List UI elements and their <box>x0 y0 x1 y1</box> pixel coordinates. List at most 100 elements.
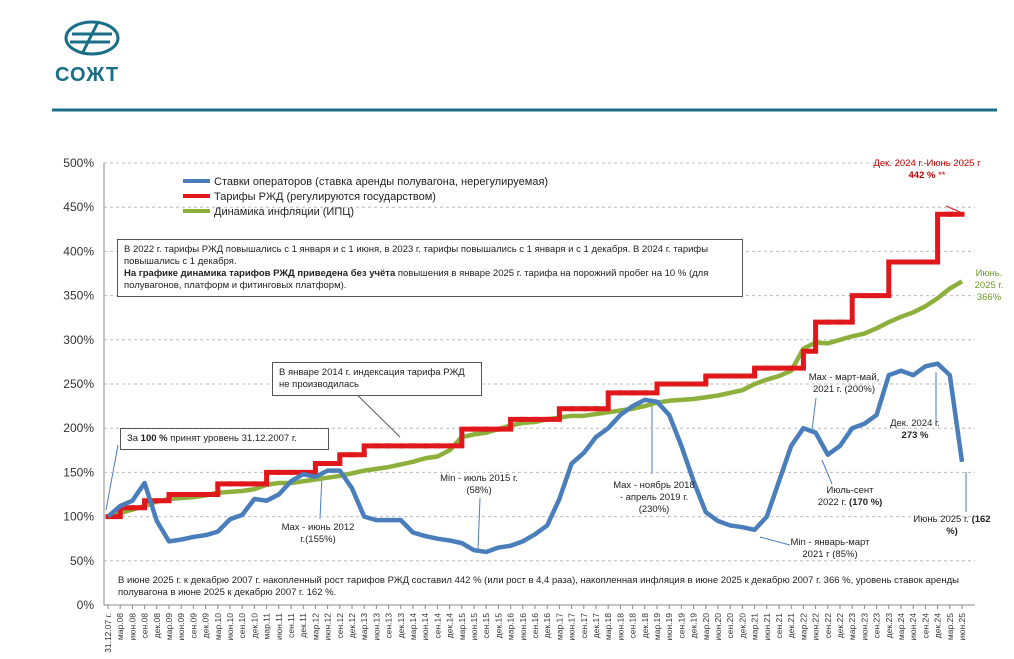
x-tick-label: сен.19 <box>676 613 686 639</box>
annotation: Июль-сент 2022 г. (170 %) <box>816 485 884 509</box>
x-tick-label: дек.14 <box>445 613 455 638</box>
annotation-text: Max - март-май, 2021 г. (200%) <box>808 372 880 395</box>
annotation-text: Июнь. 2025 г. 366% <box>974 268 1004 303</box>
x-tick-label: дек.16 <box>542 613 552 638</box>
x-tick-label: мар.12 <box>310 613 320 640</box>
annotation-text: (170 %) <box>849 497 883 508</box>
x-tick-label: июн.23 <box>859 613 869 641</box>
x-tick-label: дек.12 <box>347 613 357 638</box>
x-tick-label: сен.20 <box>725 613 735 639</box>
annotation-text: Июль-сент 2022 г. <box>817 485 874 508</box>
annotation: Min - июль 2015 г. (58%) <box>437 473 521 497</box>
x-tick-label: июн.19 <box>664 613 674 641</box>
annotation-text: (162 %) <box>946 514 991 537</box>
x-tick-label: июн.11 <box>274 613 284 640</box>
annotation-text: В июне 2025 г. к декабрю 2007 г. накопле… <box>118 575 959 598</box>
x-tick-label: сен.08 <box>140 613 150 639</box>
x-tick-label: сен.12 <box>335 613 345 639</box>
annotation-text: В 2022 г. тарифы РЖД повышались с 1 янва… <box>124 244 709 267</box>
annotation: В 2022 г. тарифы РЖД повышались с 1 янва… <box>117 239 743 297</box>
x-tick-label: дек.13 <box>396 613 406 638</box>
x-tick-label: сен.10 <box>237 613 247 639</box>
x-tick-label: дек.08 <box>152 613 162 638</box>
annotation: Июнь 2025 г. (162 %) <box>912 514 992 538</box>
x-tick-label: дек.18 <box>640 613 650 638</box>
x-tick-label: июн.21 <box>762 613 772 641</box>
x-tick-label: 31.12.07 г. <box>103 613 113 653</box>
logo-text: СОЖТ <box>55 64 120 86</box>
y-tick-label: 300% <box>63 333 94 347</box>
x-tick-label: июн.22 <box>811 613 821 641</box>
annotation-text: Min - июль 2015 г. (58%) <box>440 473 518 496</box>
x-tick-label: мар.18 <box>603 613 613 640</box>
x-tick-label: мар.13 <box>359 613 369 640</box>
x-tick-label: сен.22 <box>823 613 833 639</box>
x-tick-label: июн.10 <box>225 613 235 641</box>
annotation-text: ** <box>935 170 946 181</box>
annotation-text: За <box>127 433 141 444</box>
x-tick-label: сен.21 <box>774 613 784 639</box>
annotation: Дек. 2024 г. 273 % <box>875 418 955 442</box>
x-tick-label: июн.08 <box>127 613 137 641</box>
x-tick-label: сен.13 <box>384 613 394 639</box>
annotation-text: На графике динамика тарифов РЖД приведен… <box>124 268 351 279</box>
x-tick-label: дек.20 <box>737 613 747 638</box>
x-tick-label: сен.23 <box>872 613 882 639</box>
y-tick-label: 500% <box>63 156 94 170</box>
y-tick-label: 100% <box>63 510 94 524</box>
x-tick-label: сен.24 <box>920 613 930 639</box>
annotation: В июне 2025 г. к декабрю 2007 г. накопле… <box>118 575 968 599</box>
annotation: Max - ноябрь 2018 - апрель 2019 г. (230%… <box>612 480 696 516</box>
annotation-text: принят уровень 31.12.2007 г. <box>167 433 297 444</box>
x-tick-label: июн.24 <box>908 613 918 641</box>
x-tick-label: дек.15 <box>493 613 503 638</box>
y-tick-label: 200% <box>63 421 94 435</box>
annotation-text: В январе 2014 г. индексация тарифа РЖД н… <box>279 367 465 390</box>
x-tick-label: сен.14 <box>432 613 442 639</box>
annotation-text: Min - январь-март 2021 г (85%) <box>790 537 870 560</box>
annotation-text: 273 % <box>901 430 929 441</box>
x-tick-label: мар.20 <box>701 613 711 640</box>
annotation: За 100 % принят уровень 31.12.2007 г. <box>120 428 329 450</box>
x-tick-label: мар.10 <box>213 613 223 640</box>
x-tick-label: мар.09 <box>164 613 174 640</box>
x-tick-label: мар.21 <box>750 613 760 640</box>
x-tick-label: мар.23 <box>847 613 857 640</box>
x-tick-label: сен.11 <box>286 613 296 638</box>
x-tick-label: мар.24 <box>896 613 906 640</box>
x-tick-label: дек.24 <box>933 613 943 638</box>
series-line <box>107 279 964 519</box>
annotation-text: Дек. 2024 г. <box>890 418 940 429</box>
x-tick-label: мар.25 <box>945 613 955 640</box>
x-tick-label: мар.11 <box>262 613 272 640</box>
annotation-text: Дек. 2024 г.-Июнь 2025 г <box>873 158 981 169</box>
annotation-text: Max - ноябрь 2018 - апрель 2019 г. (230%… <box>613 480 695 515</box>
x-tick-label: мар.16 <box>506 613 516 640</box>
x-tick-label: июн.13 <box>371 613 381 641</box>
x-tick-label: июн.17 <box>567 613 577 641</box>
x-tick-label: мар.19 <box>652 613 662 640</box>
x-tick-label: дек.19 <box>689 613 699 638</box>
x-tick-label: мар.22 <box>798 613 808 640</box>
x-tick-label: мар.14 <box>408 613 418 640</box>
annotation: В январе 2014 г. индексация тарифа РЖД н… <box>272 362 482 396</box>
x-tick-label: сен.17 <box>579 613 589 639</box>
legend-label: Ставки операторов (ставка аренды полуваг… <box>214 176 548 188</box>
legend-label: Динамика инфляции (ИПЦ) <box>214 206 354 218</box>
y-tick-label: 50% <box>70 554 94 568</box>
x-tick-label: июн.12 <box>323 613 333 641</box>
x-tick-label: дек.11 <box>298 613 308 638</box>
x-tick-label: сен.09 <box>188 613 198 639</box>
x-tick-label: июн.20 <box>713 613 723 641</box>
x-tick-label: июн.14 <box>420 613 430 641</box>
annotation-text: Июнь 2025 г. <box>913 514 972 525</box>
x-tick-label: мар.17 <box>554 613 564 640</box>
x-tick-label: мар.15 <box>457 613 467 640</box>
x-tick-label: дек.23 <box>884 613 894 638</box>
y-tick-label: 150% <box>63 465 94 479</box>
y-tick-label: 250% <box>63 377 94 391</box>
legend-label: Тарифы РЖД (регулируются государством) <box>214 191 436 203</box>
annotation-text: без учёта <box>350 268 396 279</box>
x-tick-label: сен.15 <box>481 613 491 639</box>
